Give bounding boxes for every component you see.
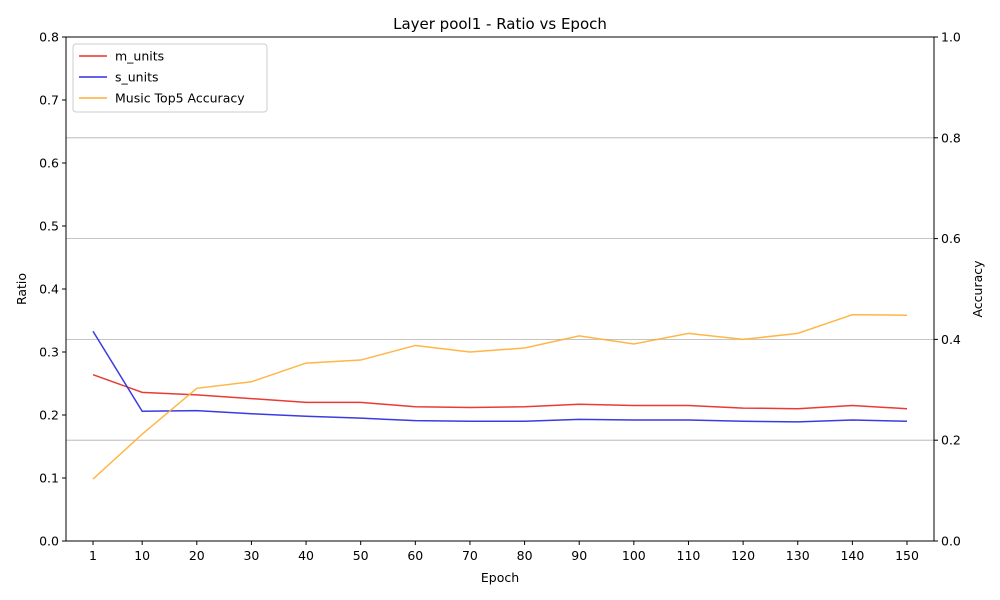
y-axis-right-label: Accuracy: [970, 260, 985, 318]
x-tick-label: 150: [895, 548, 919, 563]
x-tick-label: 120: [731, 548, 755, 563]
legend-label-s-units: s_units: [115, 70, 159, 85]
grid: [66, 137, 934, 441]
series-line-m-units: [92, 373, 908, 410]
x-tick-label: 30: [243, 548, 259, 563]
series-lines: [92, 313, 908, 480]
y-axis-left-label: Ratio: [14, 273, 29, 305]
y-right-tick-label: 0.4: [941, 332, 961, 347]
y-right-tick-label: 0.8: [941, 130, 961, 145]
chart-title: Layer pool1 - Ratio vs Epoch: [393, 15, 607, 33]
y-left-tick-label: 0.0: [39, 534, 59, 549]
y-right-tick-label: 1.0: [941, 30, 961, 45]
x-tick-label: 100: [622, 548, 646, 563]
series-line-music-top5-accuracy: [92, 313, 908, 480]
y-right-tick-label: 0.2: [941, 433, 961, 448]
y-left-tick-label: 0.4: [39, 282, 59, 297]
y-axis-right: 0.0 0.2 0.4 0.6 0.8 1.0: [934, 30, 961, 549]
x-tick-label: 40: [298, 548, 314, 563]
y-left-tick-label: 0.7: [39, 93, 59, 108]
y-left-tick-label: 0.6: [39, 156, 59, 171]
x-tick-label: 70: [462, 548, 478, 563]
x-axis-label: Epoch: [481, 570, 519, 585]
x-tick-label: 20: [189, 548, 205, 563]
y-left-tick-label: 0.8: [39, 30, 59, 45]
x-tick-label: 10: [134, 548, 150, 563]
x-tick-label: 50: [353, 548, 369, 563]
x-axis: 1 10 20 30 40 50 60 70 80 90 100 110 120 130 140 150: [89, 541, 919, 563]
y-left-tick-label: 0.1: [39, 471, 59, 486]
y-right-tick-label: 0.6: [941, 231, 961, 246]
x-tick-label: 90: [571, 548, 587, 563]
x-tick-label: 130: [786, 548, 810, 563]
y-right-tick-label: 0.0: [941, 534, 961, 549]
x-tick-label: 110: [677, 548, 701, 563]
y-axis-left: 0.0 0.1 0.2 0.3 0.4 0.5 0.6 0.7 0.8: [39, 30, 66, 549]
x-tick-label: 80: [517, 548, 533, 563]
legend-box: [72, 43, 268, 113]
y-left-tick-label: 0.5: [39, 219, 59, 234]
y-left-tick-label: 0.2: [39, 408, 59, 423]
series-line-s-units: [92, 330, 908, 423]
legend-label-m-units: m_units: [115, 49, 164, 64]
legend: m_units s_units Music Top5 Accuracy: [72, 43, 268, 113]
y-left-tick-label: 0.3: [39, 345, 59, 360]
x-tick-label: 60: [407, 548, 423, 563]
legend-label-music-top5-accuracy: Music Top5 Accuracy: [115, 91, 245, 106]
x-tick-label: 140: [840, 548, 864, 563]
x-tick-label: 1: [89, 548, 97, 563]
